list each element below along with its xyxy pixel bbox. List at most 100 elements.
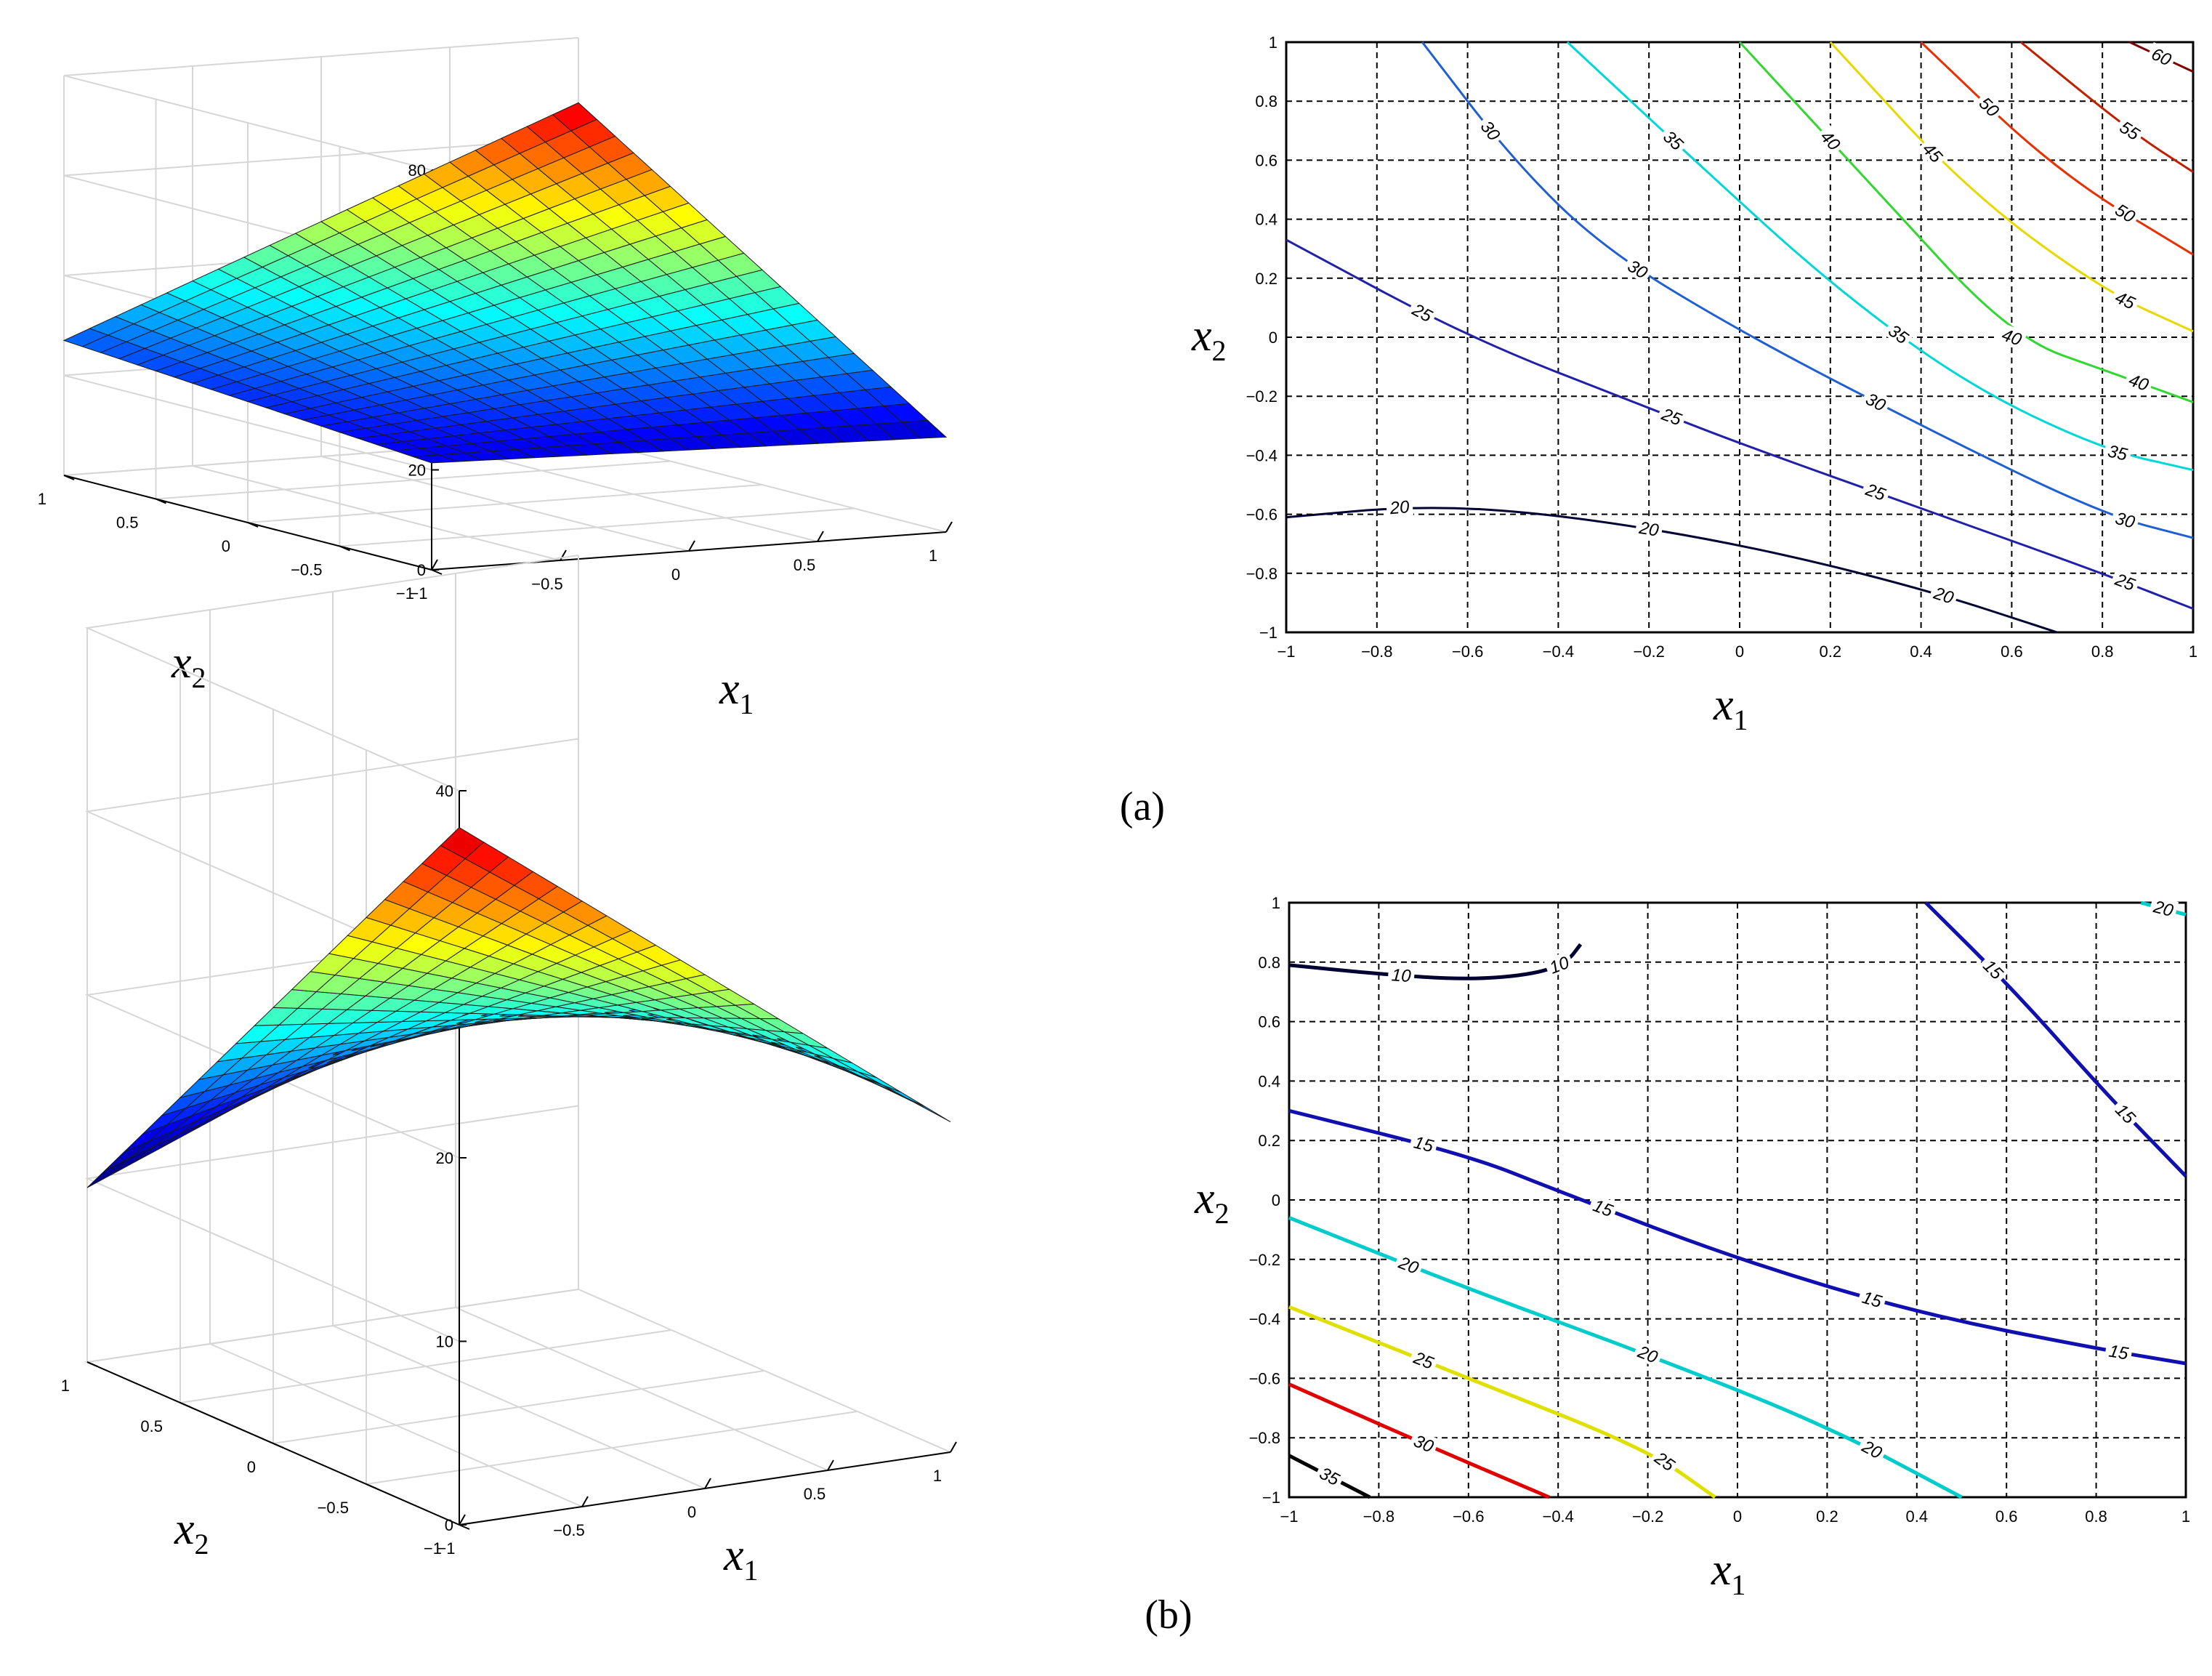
contour-label-bg	[1917, 136, 1949, 169]
x2-tick-label: 0	[247, 1458, 256, 1476]
x2-tick-label: 0.6	[1258, 1013, 1280, 1031]
contour-label-bg	[2109, 198, 2142, 228]
x2-tick	[273, 1443, 284, 1449]
x1-tick-label: 0	[687, 1503, 696, 1521]
x2-tick-label: −0.4	[1246, 446, 1277, 464]
z-tick-label: 40	[436, 782, 453, 800]
x1-tick-label: 1	[2181, 1507, 2190, 1526]
contour-label-bg	[1385, 496, 1413, 517]
contour-label: 20	[1637, 518, 1660, 541]
x1-tick-label: −0.8	[1363, 1507, 1394, 1526]
y-axis-label: x2	[1191, 311, 1227, 367]
contour-label-bg	[1973, 90, 2006, 123]
contour-line-15	[1924, 901, 2187, 1178]
contour-label-bg	[2145, 42, 2178, 70]
contour-label-bg	[1649, 1446, 1682, 1477]
x1-tick	[817, 531, 824, 542]
x2-tick-label: 1	[1269, 33, 1277, 52]
contour-line-50	[1920, 41, 2194, 256]
x2-tick	[156, 498, 166, 504]
contour-line-30	[1288, 1382, 1550, 1499]
x1-tick-label: −0.2	[1632, 1507, 1663, 1526]
wall-gridline	[63, 37, 579, 171]
contour-label-bg	[1621, 254, 1655, 284]
surface-patch	[413, 454, 458, 464]
contour-line-40	[1738, 41, 2194, 403]
x1-tick-label: 0.6	[1995, 1507, 2018, 1526]
contour-label-bg	[1406, 297, 1439, 327]
contour-label: 20	[1389, 497, 1411, 518]
contour-line-20	[1285, 507, 2058, 634]
contour-label: 15	[2107, 1342, 2130, 1364]
x1-tick-label: −0.2	[1633, 642, 1664, 661]
x2-tick-label: 0	[1269, 329, 1277, 347]
surface-mesh	[86, 826, 951, 1188]
x2-tick-label: 1	[38, 490, 47, 508]
contour-label: 10	[1391, 965, 1412, 986]
chart-b-contour: −1 −0.8 −0.6 −0.4 −0.2 0 0.2 0.4 0.6 0.8 1 1 0.8 0.6 0…	[1194, 894, 2190, 1601]
x-axis-label: x1	[1713, 680, 1748, 736]
x1-tick	[560, 549, 567, 561]
x2-tick-label: −0.2	[1246, 387, 1277, 406]
x2-tick-label: −0.8	[1246, 565, 1277, 583]
surface-mesh	[62, 102, 948, 464]
wall-gridline	[84, 555, 579, 791]
contour-label-bg	[1475, 113, 1506, 147]
caption-a: (a)	[1120, 784, 1165, 829]
contour-label-bg	[1815, 124, 1847, 156]
plot-frame	[1288, 901, 2187, 1499]
contour-label-bg	[1996, 323, 2028, 350]
contour-label-bg	[1408, 1346, 1440, 1374]
x1-tick-label: −0.5	[531, 575, 562, 593]
x2-tick-label: 0.4	[1255, 211, 1277, 229]
floor-gridline	[179, 1329, 672, 1403]
z-tick-label: 0	[417, 561, 426, 579]
x1-tick-label: 0.8	[2085, 1507, 2107, 1526]
x1-tick-label: −0.8	[1361, 642, 1392, 661]
contour-label-bg	[2104, 1339, 2134, 1363]
surface-patch	[857, 1071, 902, 1093]
x1-tick-label: 0.2	[1820, 642, 1842, 661]
contour-label-bg	[2102, 440, 2133, 464]
floor-gridline	[273, 1370, 765, 1444]
floor-gridline	[578, 437, 947, 533]
x1-tick-label: 0	[1735, 642, 1744, 661]
surface-patch	[907, 1098, 951, 1122]
wall-gridline	[84, 738, 579, 975]
x1-tick-label: 1	[2189, 642, 2197, 661]
x2-tick-label: 0.2	[1255, 270, 1277, 288]
wall-gridline	[84, 1105, 579, 1342]
contour-label-bg	[1408, 1131, 1439, 1156]
contour-label-bg	[1634, 517, 1664, 540]
x2-tick-label: 1	[61, 1377, 70, 1395]
x-axis-label: x1	[719, 664, 754, 720]
x-axis-label: x1	[723, 1531, 759, 1587]
x2-tick-label: 0.6	[1255, 151, 1277, 169]
contour-label-bg	[1882, 318, 1916, 350]
contour-label-bg	[1587, 1193, 1619, 1221]
x1-tick	[827, 1459, 834, 1471]
x2-tick	[339, 545, 350, 552]
x2-tick-label: 0	[222, 537, 230, 555]
x1-tick-label: 0.6	[2001, 642, 2023, 661]
contour-line-35	[1566, 41, 2194, 472]
x1-tick	[950, 1441, 957, 1453]
contour-line-45	[1829, 41, 2194, 333]
contour-label-bg	[1856, 1434, 1889, 1464]
x1-tick-label: 0.5	[804, 1485, 826, 1503]
contour-label-bg	[1408, 1429, 1440, 1457]
x2-tick-label: −0.5	[318, 1499, 349, 1517]
x2-tick-label: −1	[1262, 1488, 1280, 1507]
z-tick-label: 10	[436, 1333, 453, 1351]
contour-label-bg	[2114, 115, 2147, 145]
x2-tick-label: 1	[1272, 894, 1280, 912]
contour-line-20	[1288, 1216, 1963, 1499]
x1-tick-label: −0.4	[1542, 1507, 1573, 1526]
contour-label-bg	[1857, 1286, 1888, 1312]
x1-tick	[431, 559, 438, 571]
contour-label-bg	[1314, 1461, 1346, 1491]
x1-tick-label: 0.8	[2091, 642, 2114, 661]
y-axis-label: x2	[1194, 1174, 1230, 1230]
contour-line-55	[2019, 41, 2194, 173]
